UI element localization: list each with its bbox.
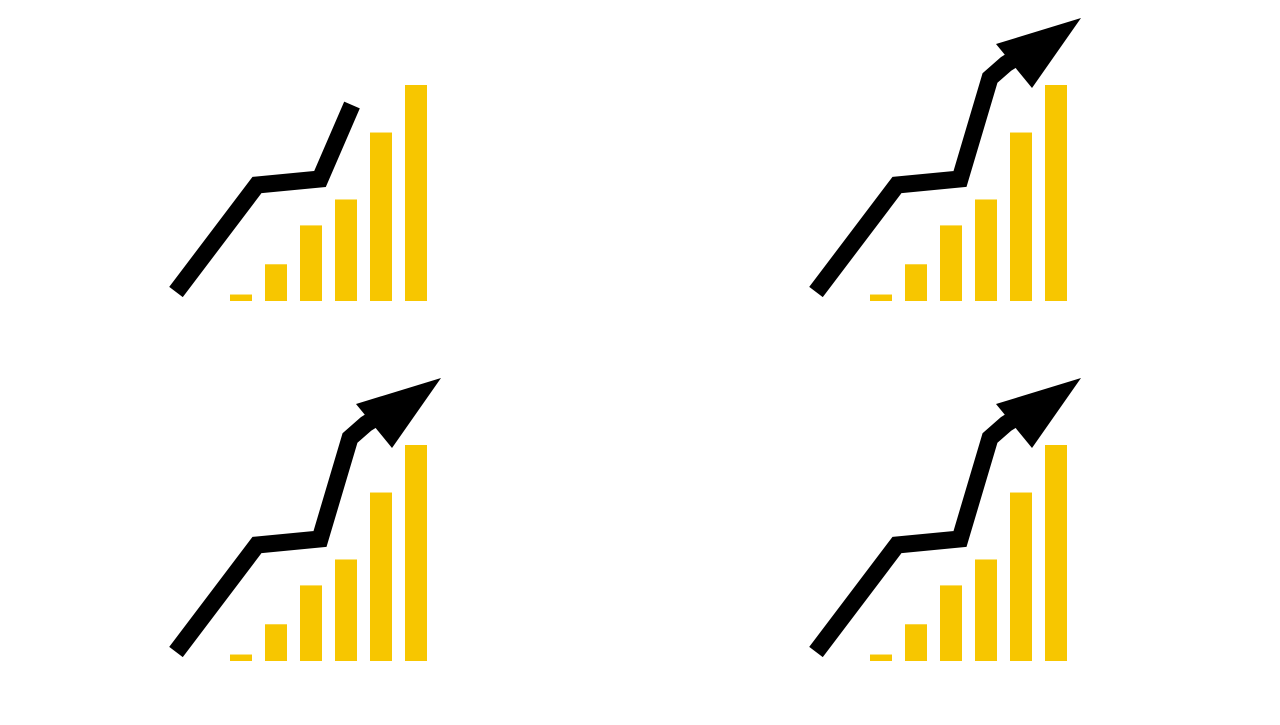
bar-5 [370, 492, 392, 661]
trend-line [169, 392, 409, 658]
bar-3 [300, 585, 322, 661]
bar-1 [870, 294, 892, 301]
bar-5 [1010, 492, 1032, 661]
trend-line [169, 101, 360, 298]
arrowhead-icon [996, 378, 1081, 448]
bar-3 [940, 585, 962, 661]
bar-2 [905, 264, 927, 301]
arrowhead-icon [996, 18, 1081, 88]
bar-6 [1045, 445, 1067, 661]
growth-chart-icon-arrow [809, 18, 1081, 301]
bar-6 [1045, 85, 1067, 301]
growth-chart-icon-arrow [809, 378, 1081, 661]
bar-1 [870, 654, 892, 661]
bar-2 [265, 264, 287, 301]
bar-1 [230, 294, 252, 301]
bar-2 [265, 624, 287, 661]
growth-chart-icon-partial [169, 85, 427, 301]
bar-5 [1010, 132, 1032, 301]
bar-4 [975, 199, 997, 301]
bar-4 [335, 199, 357, 301]
bar-5 [370, 132, 392, 301]
arrowhead-icon [356, 378, 441, 448]
growth-chart-icon-arrow [169, 378, 441, 661]
trend-line [809, 392, 1049, 658]
trend-line [809, 32, 1049, 298]
bar-6 [405, 85, 427, 301]
bar-6 [405, 445, 427, 661]
bar-4 [335, 559, 357, 661]
bar-4 [975, 559, 997, 661]
bar-3 [940, 225, 962, 301]
bar-2 [905, 624, 927, 661]
bar-3 [300, 225, 322, 301]
bar-1 [230, 654, 252, 661]
